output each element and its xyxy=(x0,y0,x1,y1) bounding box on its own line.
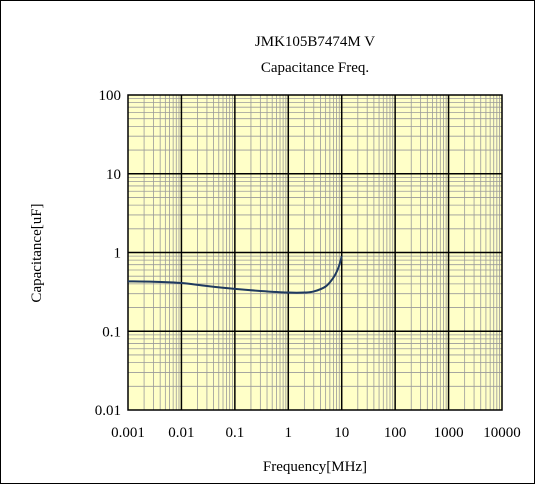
y-tick-label: 100 xyxy=(99,88,122,104)
x-tick-label: 1000 xyxy=(434,425,464,441)
major-gridlines xyxy=(128,95,502,410)
y-tick-label: 1 xyxy=(114,246,122,262)
y-tick-label: 10 xyxy=(106,167,121,183)
y-tick-label: 0.01 xyxy=(95,403,121,419)
chart-title: JMK105B7474M V xyxy=(255,34,375,50)
x-axis-label: Frequency[MHz] xyxy=(263,459,367,475)
x-tick-label: 10 xyxy=(334,425,349,441)
chart-subtitle: Capacitance Freq. xyxy=(261,60,369,76)
y-tick-label: 0.1 xyxy=(102,324,121,340)
capacitance-curve xyxy=(127,255,343,294)
plot-border xyxy=(127,94,503,411)
y-axis-label: Capacitance[uF] xyxy=(29,203,45,302)
x-tick-label: 10000 xyxy=(483,425,521,441)
x-tick-label: 100 xyxy=(384,425,407,441)
x-tick-label: 0.001 xyxy=(111,425,145,441)
x-tick-label: 1 xyxy=(285,425,293,441)
x-tick-label: 0.1 xyxy=(225,425,244,441)
tick-labels: 0.001 0.01 0.1 1 10 100 1000 10000 100 10 1 0.1 0.01 xyxy=(95,88,521,441)
x-tick-label: 0.01 xyxy=(168,425,194,441)
